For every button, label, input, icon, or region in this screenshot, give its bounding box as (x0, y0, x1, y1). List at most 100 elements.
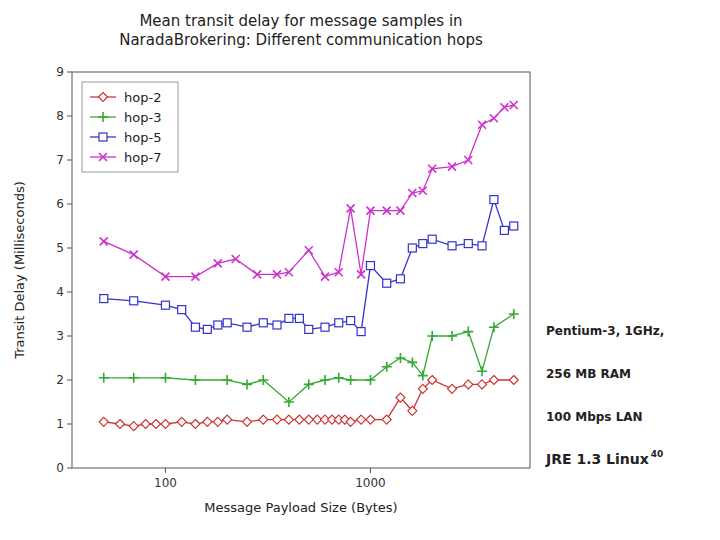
point (334, 373, 344, 383)
point (115, 420, 124, 429)
y-tick-label: 5 (56, 241, 64, 255)
point (510, 222, 518, 230)
y-tick-label: 1 (56, 417, 64, 431)
point (99, 373, 109, 383)
point (464, 240, 472, 248)
point (100, 237, 108, 245)
point (129, 373, 139, 383)
legend-label: hop-7 (124, 150, 161, 165)
y-tick-label: 9 (56, 65, 64, 79)
point (141, 420, 150, 429)
point (509, 376, 518, 385)
point (203, 417, 212, 426)
point (242, 379, 252, 389)
point (335, 319, 343, 327)
point (285, 268, 293, 276)
legend-label: hop-5 (124, 130, 161, 145)
y-tick-label: 2 (56, 373, 64, 387)
point (448, 163, 456, 171)
point (408, 189, 416, 197)
y-tick-label: 6 (56, 197, 64, 211)
point (190, 375, 200, 385)
point (396, 207, 404, 215)
point (129, 422, 138, 431)
point (357, 270, 365, 278)
point (347, 204, 355, 212)
title: Mean transit delay for message samples i… (119, 12, 483, 49)
point (258, 375, 268, 385)
point (427, 331, 437, 341)
point (490, 114, 498, 122)
point (382, 362, 392, 372)
y-axis-label: Transit Delay (Milliseconds) (12, 181, 27, 360)
point (346, 375, 356, 385)
point (161, 273, 169, 281)
legend-marker (98, 112, 108, 122)
point (295, 415, 304, 424)
point (203, 325, 211, 333)
point (478, 121, 486, 129)
point (395, 353, 405, 363)
point (477, 366, 487, 376)
y-tick (67, 336, 72, 337)
point (253, 270, 261, 278)
point (382, 415, 391, 424)
x-axis-label: Message Payload Size (Bytes) (204, 500, 397, 515)
legend-label: hop-2 (124, 90, 161, 105)
x-tick-label: 1000 (355, 476, 386, 490)
y-tick (67, 248, 72, 249)
point (509, 309, 519, 319)
point (490, 196, 498, 204)
legend-marker (99, 153, 107, 161)
point (407, 357, 417, 367)
y-tick (67, 116, 72, 117)
point (500, 103, 508, 111)
point (100, 295, 108, 303)
y-tick-label: 3 (56, 329, 64, 343)
point (383, 279, 391, 287)
annotation: 256 MB RAM (546, 367, 631, 381)
point (243, 323, 251, 331)
point (428, 165, 436, 173)
point (130, 297, 138, 305)
point (418, 371, 428, 381)
point (130, 251, 138, 259)
point (396, 275, 404, 283)
point (357, 415, 366, 424)
point (489, 322, 499, 332)
point (463, 327, 473, 337)
point (419, 187, 427, 195)
point (273, 415, 282, 424)
point (273, 270, 281, 278)
point (464, 380, 473, 389)
y-tick (67, 468, 72, 469)
point (191, 420, 200, 429)
point (408, 244, 416, 252)
point (161, 420, 170, 429)
point (160, 373, 170, 383)
annotation: JRE 1.3 Linux (545, 451, 649, 467)
point (448, 384, 457, 393)
point (223, 415, 232, 424)
point (408, 406, 417, 415)
y-tick-label: 0 (56, 461, 64, 475)
legend-box (82, 82, 178, 172)
point (305, 246, 313, 254)
y-tick (67, 380, 72, 381)
y-tick-label: 7 (56, 153, 64, 167)
point (510, 101, 518, 109)
annotation: Pentium-3, 1GHz, (546, 324, 664, 338)
point (304, 379, 314, 389)
point (284, 415, 293, 424)
point (335, 268, 343, 276)
point (320, 375, 330, 385)
y-tick-label: 4 (56, 285, 64, 299)
point (500, 226, 508, 234)
point (365, 375, 375, 385)
point (447, 331, 457, 341)
point (295, 314, 303, 322)
point (223, 319, 231, 327)
point (489, 376, 498, 385)
legend: hop-2hop-3hop-5hop-7 (82, 82, 178, 172)
point (214, 321, 222, 329)
